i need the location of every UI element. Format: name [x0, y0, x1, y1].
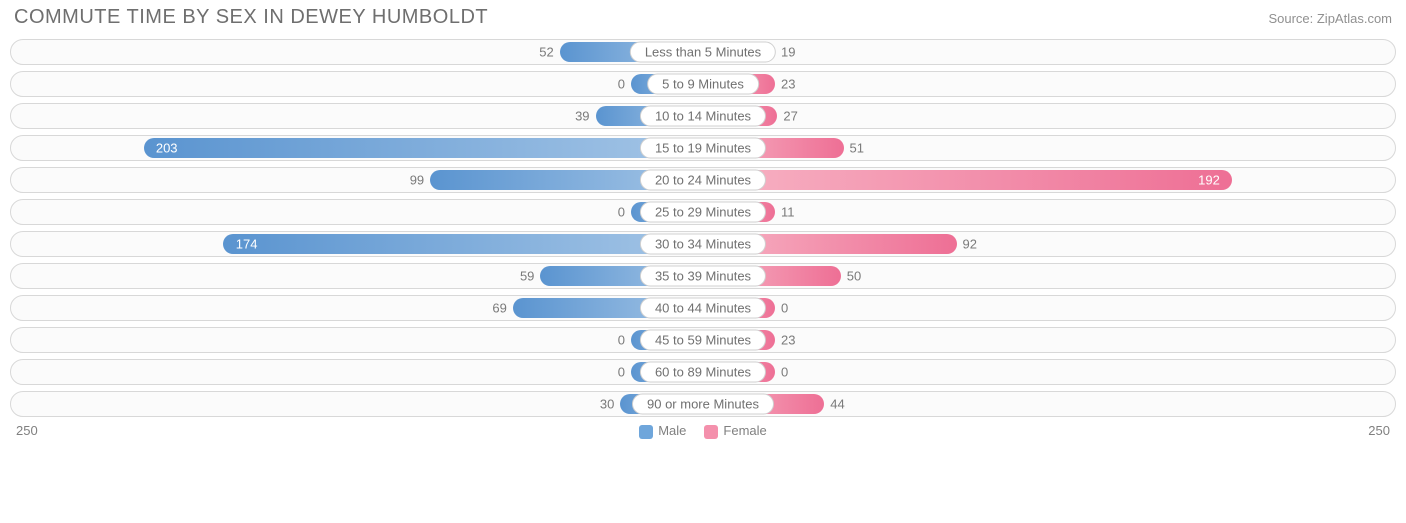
female-value: 23 [781, 333, 795, 348]
female-value: 50 [847, 269, 861, 284]
category-label: 90 or more Minutes [632, 394, 774, 415]
source-label: Source: ZipAtlas.com [1268, 11, 1392, 26]
axis-max-left: 250 [16, 423, 38, 438]
female-value: 51 [850, 141, 864, 156]
legend-item-female: Female [704, 423, 766, 439]
female-value: 92 [963, 237, 977, 252]
data-row: 30 44 90 or more Minutes [10, 391, 1396, 417]
male-bar [223, 234, 703, 254]
data-row: 69 0 40 to 44 Minutes [10, 295, 1396, 321]
male-value: 0 [618, 205, 625, 220]
male-value: 0 [618, 365, 625, 380]
female-value: 44 [830, 397, 844, 412]
data-row: 0 23 5 to 9 Minutes [10, 71, 1396, 97]
female-value: 192 [1198, 173, 1220, 188]
female-value: 0 [781, 301, 788, 316]
female-value: 23 [781, 77, 795, 92]
category-label: 40 to 44 Minutes [640, 298, 766, 319]
data-row: 52 19 Less than 5 Minutes [10, 39, 1396, 65]
data-row: 39 27 10 to 14 Minutes [10, 103, 1396, 129]
category-label: 10 to 14 Minutes [640, 106, 766, 127]
male-bar [144, 138, 703, 158]
legend-item-male: Male [639, 423, 686, 439]
legend-label: Female [723, 423, 766, 438]
legend-label: Male [658, 423, 686, 438]
data-row: 174 92 30 to 34 Minutes [10, 231, 1396, 257]
category-label: 35 to 39 Minutes [640, 266, 766, 287]
category-label: 30 to 34 Minutes [640, 234, 766, 255]
female-value: 19 [781, 45, 795, 60]
male-value: 69 [492, 301, 506, 316]
data-row: 0 11 25 to 29 Minutes [10, 199, 1396, 225]
rows-area: 52 19 Less than 5 Minutes 0 23 5 to 9 Minutes… [10, 35, 1396, 417]
male-value: 99 [410, 173, 424, 188]
chart-container: COMMUTE TIME BY SEX IN DEWEY HUMBOLDT So… [0, 0, 1406, 443]
chart-title: COMMUTE TIME BY SEX IN DEWEY HUMBOLDT [14, 6, 488, 29]
legend-swatch [639, 425, 653, 439]
female-value: 11 [781, 205, 795, 220]
legend-swatch [704, 425, 718, 439]
data-row: 203 51 15 to 19 Minutes [10, 135, 1396, 161]
data-row: 99 192 20 to 24 Minutes [10, 167, 1396, 193]
female-value: 0 [781, 365, 788, 380]
category-label: 25 to 29 Minutes [640, 202, 766, 223]
category-label: 45 to 59 Minutes [640, 330, 766, 351]
data-row: 0 0 60 to 89 Minutes [10, 359, 1396, 385]
male-value: 0 [618, 77, 625, 92]
male-value: 203 [156, 141, 178, 156]
axis-max-right: 250 [1368, 423, 1390, 438]
category-label: 20 to 24 Minutes [640, 170, 766, 191]
category-label: Less than 5 Minutes [630, 42, 776, 63]
male-value: 59 [520, 269, 534, 284]
male-value: 39 [575, 109, 589, 124]
footer: 250 Male Female 250 [10, 417, 1396, 439]
category-label: 60 to 89 Minutes [640, 362, 766, 383]
category-label: 15 to 19 Minutes [640, 138, 766, 159]
male-value: 0 [618, 333, 625, 348]
legend: Male Female [639, 423, 767, 439]
male-value: 30 [600, 397, 614, 412]
male-value: 174 [236, 237, 258, 252]
female-value: 27 [783, 109, 797, 124]
data-row: 59 50 35 to 39 Minutes [10, 263, 1396, 289]
data-row: 0 23 45 to 59 Minutes [10, 327, 1396, 353]
male-value: 52 [539, 45, 553, 60]
header: COMMUTE TIME BY SEX IN DEWEY HUMBOLDT So… [10, 6, 1396, 35]
category-label: 5 to 9 Minutes [647, 74, 759, 95]
female-bar [703, 170, 1232, 190]
